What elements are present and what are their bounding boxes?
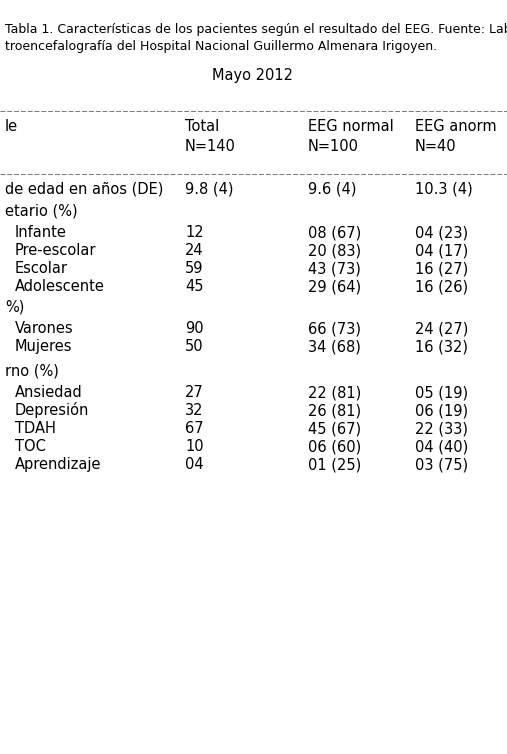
Text: 16 (27): 16 (27) — [415, 261, 468, 276]
Text: 10: 10 — [185, 439, 204, 454]
Text: 22 (81): 22 (81) — [308, 385, 361, 400]
Text: 24 (27): 24 (27) — [415, 321, 468, 336]
Text: 16 (26): 16 (26) — [415, 279, 468, 294]
Text: Infante: Infante — [15, 225, 67, 240]
Text: Varones: Varones — [15, 321, 74, 336]
Text: Total: Total — [185, 119, 219, 134]
Text: 45: 45 — [185, 279, 203, 294]
Text: 9.8 (4): 9.8 (4) — [185, 181, 234, 196]
Text: 24: 24 — [185, 243, 204, 258]
Text: Aprendizaje: Aprendizaje — [15, 457, 101, 472]
Text: Tabla 1. Características de los pacientes según el resultado del EEG. Fuente: La: Tabla 1. Características de los paciente… — [5, 23, 507, 36]
Text: Pre-escolar: Pre-escolar — [15, 243, 96, 258]
Text: N=40: N=40 — [415, 139, 457, 154]
Text: 34 (68): 34 (68) — [308, 339, 361, 354]
Text: 04 (17): 04 (17) — [415, 243, 468, 258]
Text: 27: 27 — [185, 385, 204, 400]
Text: N=140: N=140 — [185, 139, 236, 154]
Text: 9.6 (4): 9.6 (4) — [308, 181, 356, 196]
Text: 05 (19): 05 (19) — [415, 385, 468, 400]
Text: 26 (81): 26 (81) — [308, 403, 361, 418]
Text: etario (%): etario (%) — [5, 203, 78, 218]
Text: Depresión: Depresión — [15, 402, 89, 418]
Text: TDAH: TDAH — [15, 421, 56, 436]
Text: 29 (64): 29 (64) — [308, 279, 361, 294]
Text: rno (%): rno (%) — [5, 363, 59, 378]
Text: Adolescente: Adolescente — [15, 279, 105, 294]
Text: 20 (83): 20 (83) — [308, 243, 361, 258]
Text: 22 (33): 22 (33) — [415, 421, 468, 436]
Text: Mujeres: Mujeres — [15, 339, 73, 354]
Text: Mayo 2012: Mayo 2012 — [212, 68, 294, 83]
Text: 43 (73): 43 (73) — [308, 261, 361, 276]
Text: 10.3 (4): 10.3 (4) — [415, 181, 473, 196]
Text: 59: 59 — [185, 261, 203, 276]
Text: 67: 67 — [185, 421, 204, 436]
Text: le: le — [5, 119, 18, 134]
Text: EEG normal: EEG normal — [308, 119, 394, 134]
Text: 03 (75): 03 (75) — [415, 457, 468, 472]
Text: 16 (32): 16 (32) — [415, 339, 468, 354]
Text: 04: 04 — [185, 457, 204, 472]
Text: 06 (60): 06 (60) — [308, 439, 361, 454]
Text: 66 (73): 66 (73) — [308, 321, 361, 336]
Text: 32: 32 — [185, 403, 203, 418]
Text: 50: 50 — [185, 339, 204, 354]
Text: 06 (19): 06 (19) — [415, 403, 468, 418]
Text: de edad en años (DE): de edad en años (DE) — [5, 181, 163, 196]
Text: 90: 90 — [185, 321, 204, 336]
Text: troencefalografía del Hospital Nacional Guillermo Almenara Irigoyen.: troencefalografía del Hospital Nacional … — [5, 40, 437, 53]
Text: Escolar: Escolar — [15, 261, 68, 276]
Text: 01 (25): 01 (25) — [308, 457, 361, 472]
Text: %): %) — [5, 299, 24, 314]
Text: 12: 12 — [185, 225, 204, 240]
Text: 04 (40): 04 (40) — [415, 439, 468, 454]
Text: 08 (67): 08 (67) — [308, 225, 361, 240]
Text: Ansiedad: Ansiedad — [15, 385, 83, 400]
Text: 45 (67): 45 (67) — [308, 421, 361, 436]
Text: N=100: N=100 — [308, 139, 359, 154]
Text: 04 (23): 04 (23) — [415, 225, 468, 240]
Text: TOC: TOC — [15, 439, 46, 454]
Text: EEG anorm: EEG anorm — [415, 119, 497, 134]
